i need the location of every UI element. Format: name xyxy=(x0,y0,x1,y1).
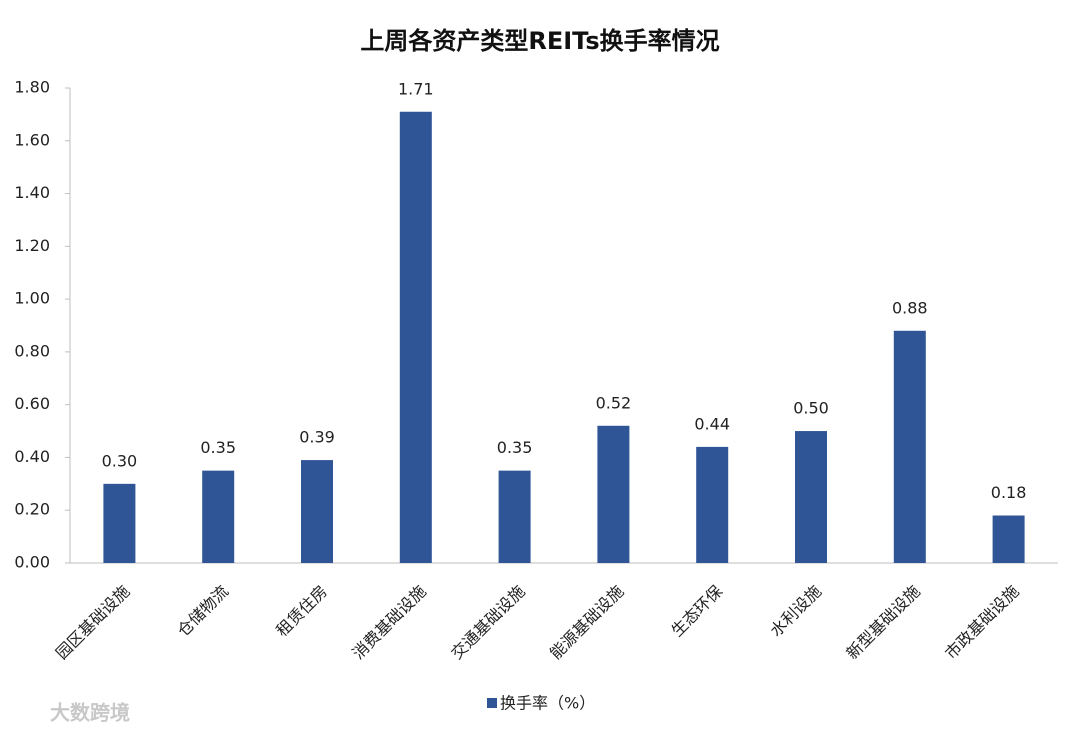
bar xyxy=(696,446,729,563)
x-tick-label: 新型基础设施 xyxy=(842,582,923,663)
bar xyxy=(498,470,531,563)
x-tick-label: 交通基础设施 xyxy=(447,582,528,663)
x-tick-label: 消费基础设施 xyxy=(348,582,429,663)
data-label: 1.71 xyxy=(398,79,434,98)
bar xyxy=(992,515,1025,563)
y-tick-label: 0.00 xyxy=(14,553,50,572)
x-tick-label: 仓储物流 xyxy=(174,582,233,641)
y-tick-label: 0.60 xyxy=(14,394,50,413)
y-tick-label: 1.20 xyxy=(14,236,50,255)
y-tick-label: 0.20 xyxy=(14,500,50,519)
x-tick-label: 能源基础设施 xyxy=(546,582,627,663)
data-label: 0.39 xyxy=(299,428,335,447)
y-tick-label: 1.60 xyxy=(14,130,50,149)
bar xyxy=(301,460,333,563)
x-tick-label: 水利设施 xyxy=(766,582,825,641)
bar xyxy=(202,470,235,563)
bar xyxy=(893,330,926,563)
bar xyxy=(103,483,136,563)
data-label: 0.35 xyxy=(200,438,236,457)
x-tick-label: 生态环保 xyxy=(668,582,727,641)
bar xyxy=(399,111,432,563)
data-label: 0.18 xyxy=(991,483,1027,502)
bar xyxy=(795,431,827,563)
data-label: 0.50 xyxy=(793,399,829,418)
data-label: 0.44 xyxy=(694,414,730,433)
y-tick-label: 0.80 xyxy=(14,341,50,360)
x-tick-label: 园区基础设施 xyxy=(52,582,133,663)
watermark: 大数跨境 xyxy=(50,701,130,725)
chart-title: 上周各资产类型REITs换手率情况 xyxy=(360,27,719,55)
x-tick-label: 租赁住房 xyxy=(272,582,331,641)
data-label: 0.88 xyxy=(892,298,928,317)
x-tick-label: 市政基础设施 xyxy=(941,582,1022,663)
y-tick-label: 1.80 xyxy=(14,78,50,97)
data-label: 0.30 xyxy=(102,451,138,470)
y-tick-label: 1.00 xyxy=(14,289,50,308)
legend-label: 换手率（%） xyxy=(500,694,595,713)
legend-swatch xyxy=(487,698,497,708)
data-label: 0.52 xyxy=(596,393,632,412)
y-tick-label: 1.40 xyxy=(14,183,50,202)
y-tick-label: 0.40 xyxy=(14,447,50,466)
data-label: 0.35 xyxy=(497,438,533,457)
bar xyxy=(597,425,630,563)
